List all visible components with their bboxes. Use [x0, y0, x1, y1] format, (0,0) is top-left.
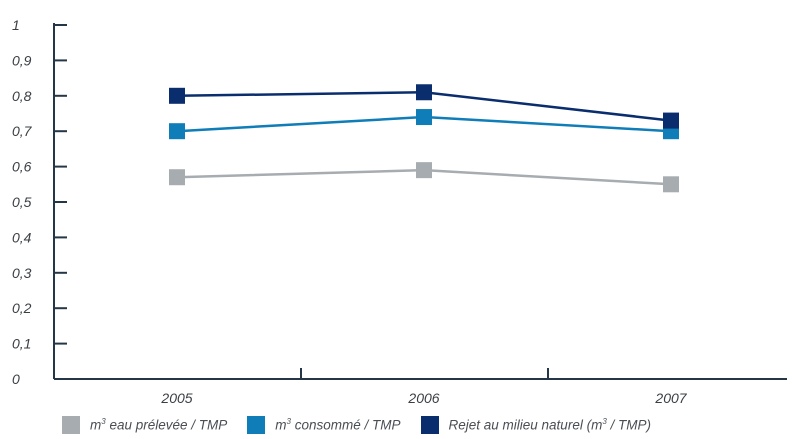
- legend-swatch-rejet: [420, 416, 439, 434]
- y-tick-label: 0,3: [12, 265, 32, 281]
- y-tick-label: 0,1: [12, 336, 31, 352]
- series-marker-2: [416, 84, 432, 101]
- legend-item-rejet: Rejet au milieu naturel (m3 / TMP): [420, 416, 652, 434]
- y-tick-label: 0: [12, 371, 20, 387]
- legend-label-eau-prelevee: m3 eau prélevée / TMP: [90, 417, 228, 433]
- legend-item-consomme: m3 consommé / TMP: [247, 416, 401, 434]
- series-marker-0: [169, 169, 185, 186]
- legend-swatch-eau-prelevee: [62, 416, 80, 434]
- x-tick-label: 2005: [160, 390, 192, 406]
- y-tick-label: 0,8: [12, 88, 32, 104]
- legend-item-eau-prelevee: m3 eau prélevée / TMP: [62, 416, 227, 434]
- y-tick-label: 0,4: [12, 229, 32, 245]
- y-tick-label: 0,2: [12, 300, 32, 316]
- legend-label-rejet: Rejet au milieu naturel (m3 / TMP): [448, 417, 652, 433]
- series-marker-2: [169, 87, 185, 104]
- x-tick-label: 2006: [407, 390, 439, 406]
- y-tick-label: 0,5: [12, 194, 32, 210]
- series-marker-1: [416, 109, 432, 126]
- series-marker-1: [169, 123, 185, 140]
- chart-legend: m3 eau prélevée / TMP m3 consommé / TMP …: [62, 414, 651, 436]
- series-marker-2: [663, 112, 679, 129]
- y-tick-label: 1: [12, 17, 20, 33]
- y-tick-label: 0,9: [12, 52, 32, 68]
- x-tick-label: 2007: [654, 390, 687, 406]
- y-tick-label: 0,7: [12, 123, 33, 139]
- y-tick-label: 0,6: [12, 159, 32, 175]
- legend-label-consomme: m3 consommé / TMP: [275, 417, 401, 433]
- series-marker-0: [663, 176, 679, 193]
- series-marker-0: [416, 162, 432, 179]
- legend-swatch-consomme: [247, 416, 266, 434]
